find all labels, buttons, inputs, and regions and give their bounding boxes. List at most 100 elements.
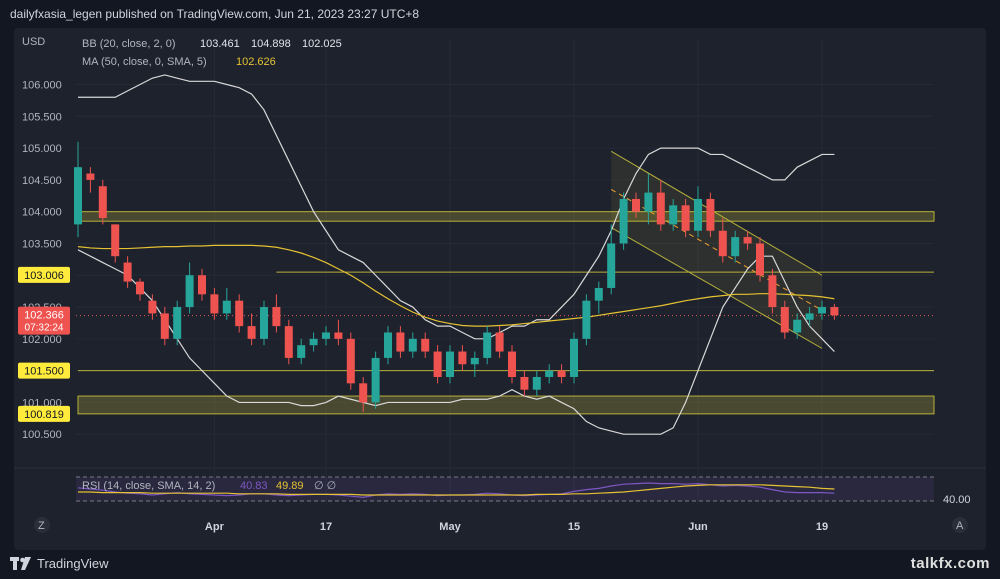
bb-lower-line (77, 249, 835, 435)
candle-body (98, 186, 107, 219)
candle-body (346, 338, 355, 384)
price-tag (18, 266, 70, 283)
timezone-button-icon: Z (38, 520, 45, 532)
support-resistance-zones (77, 211, 935, 415)
ma-legend-label: MA (50, close, 0, SMA, 5) (82, 56, 207, 68)
rsi-band (76, 477, 934, 501)
candle-body (384, 332, 392, 358)
price-zone (77, 211, 935, 222)
auto-scale-button[interactable]: A (952, 517, 968, 533)
rsi-ma-line (78, 484, 835, 496)
candle-body (297, 345, 306, 358)
rsi-legend-value-2: 49.89 (276, 480, 304, 492)
candles (74, 141, 839, 412)
candle-body (111, 224, 120, 257)
candle-body (718, 230, 727, 257)
candle-body (607, 243, 616, 288)
candle-body (793, 319, 802, 333)
candle-body (235, 300, 244, 327)
price-tag-label: 100.819 (24, 409, 64, 421)
candle-body (396, 332, 405, 352)
time-tick-label: 17 (320, 521, 332, 533)
horizontal-lines (76, 271, 934, 372)
price-tick-label: 105.000 (22, 143, 62, 155)
candle-body (532, 376, 541, 390)
price-tick-label: 105.500 (22, 111, 62, 123)
candle-body (222, 300, 231, 314)
price-tag (18, 405, 70, 422)
candle-body (408, 338, 417, 352)
candle-body (260, 307, 268, 339)
price-tick-label: 106.000 (22, 80, 62, 92)
candle-body (545, 370, 554, 377)
candle-body (681, 205, 690, 231)
bb-legend-value-upper: 104.898 (251, 38, 291, 50)
bb-legend-label: BB (20, close, 2, 0) (82, 38, 176, 50)
time-axis: Apr 17 May 15 Jun 19 (205, 521, 828, 533)
tradingview-logo-icon (10, 556, 31, 570)
candle-body (520, 376, 529, 390)
watermark-text: talkfx.com (910, 555, 990, 572)
rsi-legend[interactable]: RSI (14, close, SMA, 14, 2) 40.83 49.89 … (82, 480, 336, 492)
candle-body (160, 313, 169, 339)
candle-body (644, 192, 653, 212)
candle-body (185, 275, 194, 308)
time-tick-label: 15 (568, 521, 580, 533)
candle-body (508, 351, 516, 377)
price-tick-label: 102.000 (22, 334, 62, 346)
candle-body (830, 307, 839, 316)
candle-body (371, 357, 380, 403)
auto-scale-icon: A (956, 520, 964, 532)
tradingview-logo[interactable]: TradingView (10, 556, 109, 571)
channel-upper-line (610, 150, 823, 276)
candle-body (198, 275, 206, 295)
candle-body (768, 275, 777, 308)
publish-header: dailyfxasia_legen published on TradingVi… (0, 0, 1000, 28)
candle-body (495, 332, 504, 352)
candle-body (706, 198, 715, 231)
ma-legend-value: 102.626 (236, 56, 276, 68)
bb-legend[interactable]: BB (20, close, 2, 0) 103.461 104.898 102… (82, 38, 342, 50)
timezone-button[interactable]: Z (34, 517, 50, 533)
bb-legend-value-lower: 102.025 (302, 38, 342, 50)
candle-body (805, 313, 814, 320)
candle-body (123, 262, 132, 282)
price-tag (18, 362, 70, 379)
candle-body (470, 357, 479, 365)
candle-body (632, 198, 640, 212)
countdown-label: 07:32:24 (25, 323, 64, 334)
candle-body (458, 351, 467, 365)
candle-body (359, 383, 368, 403)
candle-body (421, 338, 430, 352)
price-tick-label: 104.500 (22, 175, 62, 187)
candle-body (86, 173, 95, 180)
candle-body (743, 237, 752, 244)
candle-body (322, 332, 330, 339)
candle-body (148, 300, 157, 314)
ma-legend[interactable]: MA (50, close, 0, SMA, 5) 102.626 (82, 56, 276, 68)
candle-body (272, 307, 281, 327)
candle-body (780, 307, 789, 333)
tradingview-logo-text: TradingView (37, 556, 109, 571)
price-tag-label: 103.006 (24, 270, 64, 282)
rsi-axis-label: 40.00 (943, 494, 971, 506)
candle-body (446, 351, 454, 377)
candle-body (483, 332, 492, 358)
ma50-line (77, 244, 835, 327)
price-tick-label: 104.000 (22, 207, 62, 219)
descending-channel (610, 150, 823, 349)
current-price-tag (18, 306, 70, 335)
time-tick-label: May (439, 521, 461, 533)
candle-body (334, 332, 343, 339)
chart-panel[interactable]: 100.500101.000101.500102.000102.500103.0… (14, 28, 986, 550)
price-axis: 100.500101.000101.500102.000102.500103.0… (22, 80, 62, 442)
price-chart[interactable]: 100.500101.000101.500102.000102.500103.0… (14, 28, 986, 550)
footer-bar: TradingView talkfx.com (0, 550, 1000, 579)
rsi-pane (14, 467, 986, 502)
price-tag-label: 101.500 (24, 366, 64, 378)
candle-body (247, 326, 256, 339)
candle-body (570, 338, 578, 377)
time-tick-label: Jun (688, 521, 708, 533)
price-zone (77, 395, 935, 415)
